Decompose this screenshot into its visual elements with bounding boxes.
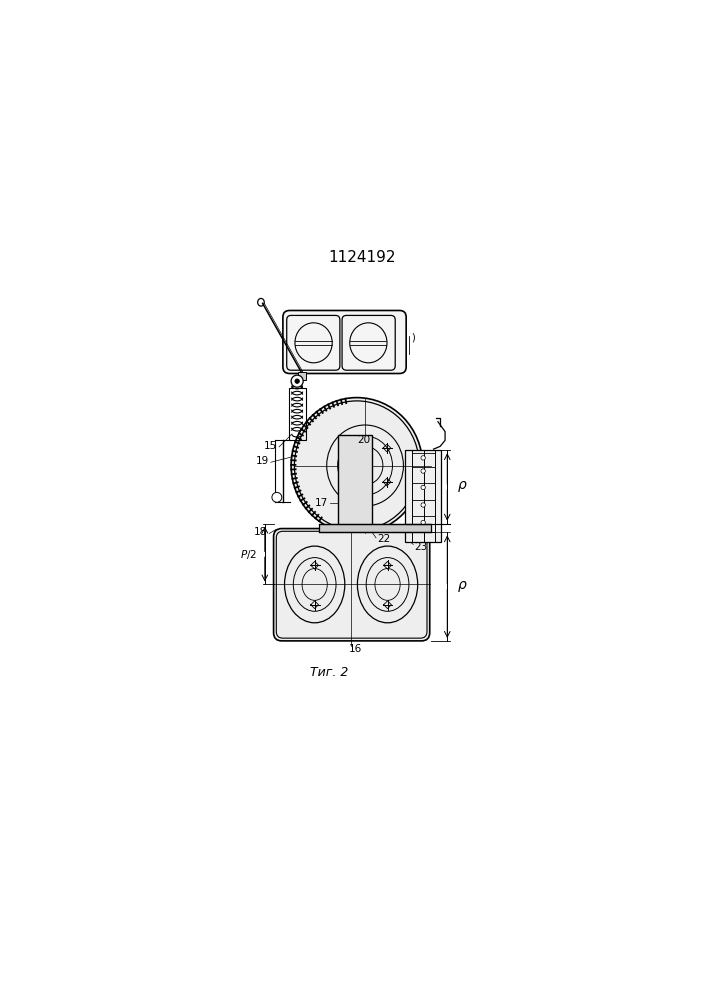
Circle shape: [291, 375, 303, 387]
Text: 15: 15: [264, 441, 277, 451]
Ellipse shape: [291, 398, 423, 533]
Circle shape: [421, 469, 426, 473]
Text: 1124192: 1124192: [329, 250, 396, 265]
Text: 16: 16: [349, 644, 362, 654]
Text: 18: 18: [254, 527, 267, 537]
Bar: [289, 388, 306, 440]
Text: Τиг. 2: Τиг. 2: [310, 666, 349, 679]
Circle shape: [272, 492, 282, 502]
Circle shape: [421, 485, 426, 490]
Bar: [298, 372, 306, 380]
Circle shape: [421, 503, 426, 507]
Text: 23: 23: [414, 542, 428, 552]
Text: 22: 22: [378, 534, 391, 544]
Bar: [338, 435, 372, 528]
Text: 19: 19: [256, 456, 269, 466]
Text: ): ): [411, 333, 416, 343]
Text: 20: 20: [357, 435, 370, 445]
Text: 17: 17: [315, 498, 328, 508]
Text: $\rho$: $\rho$: [457, 579, 467, 594]
Circle shape: [295, 379, 299, 383]
Circle shape: [421, 520, 426, 525]
Bar: [319, 524, 431, 532]
FancyBboxPatch shape: [274, 529, 430, 641]
FancyBboxPatch shape: [283, 310, 407, 373]
Text: $P/2$: $P/2$: [240, 548, 257, 561]
Circle shape: [421, 456, 426, 460]
Text: $\rho$: $\rho$: [457, 479, 467, 494]
Bar: [405, 450, 440, 542]
